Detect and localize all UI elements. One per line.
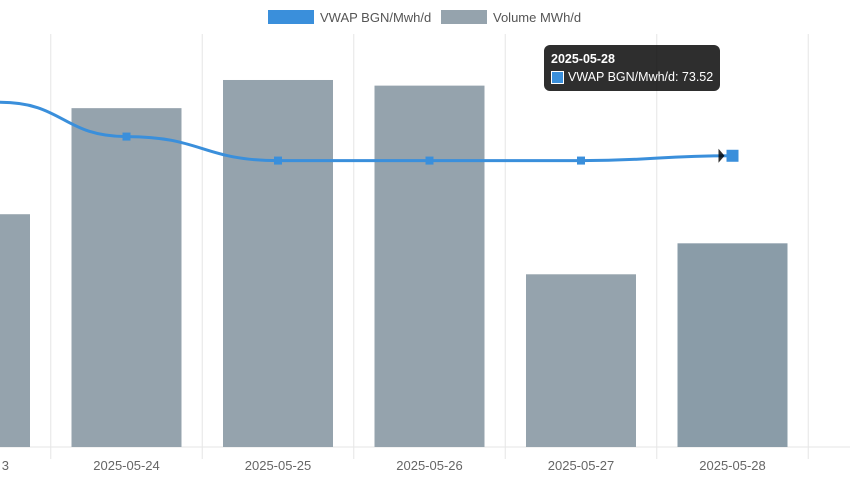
volume-bar-2025-05-24 <box>71 108 182 447</box>
legend-item-vwap[interactable]: VWAP BGN/Mwh/d <box>268 8 431 26</box>
x-tick-label: 2025-05-24 <box>93 458 160 473</box>
chart-legend: VWAP BGN/Mwh/d Volume MWh/d <box>0 8 850 26</box>
x-tick-label: 2025-05-25 <box>245 458 312 473</box>
volume-bar-2025-05-25 <box>223 79 333 448</box>
legend-label-volume: Volume MWh/d <box>493 9 582 25</box>
x-tick-label: 2025-05-26 <box>396 458 463 473</box>
volume-bar-2025-05-26 <box>374 85 485 447</box>
chart-tooltip: 2025-05-28 VWAP BGN/Mwh/d: 73.52 <box>544 45 721 91</box>
legend-swatch-vwap <box>268 10 314 24</box>
vwap-point-2025-05-28 <box>726 149 739 162</box>
vwap-point-2025-05-25 <box>274 156 282 165</box>
tooltip-value: VWAP BGN/Mwh/d: 73.52 <box>568 70 714 84</box>
tooltip-row: VWAP BGN/Mwh/d: 73.52 <box>551 68 713 86</box>
x-tick-label: 3 <box>2 458 9 473</box>
legend-label-vwap: VWAP BGN/Mwh/d <box>320 9 432 25</box>
vwap-point-2025-05-24 <box>122 132 131 141</box>
tooltip-title: 2025-05-28 <box>551 52 615 66</box>
tooltip-swatch <box>551 70 564 84</box>
legend-item-volume[interactable]: Volume MWh/d <box>441 8 581 26</box>
vwap-point-2025-05-27 <box>577 156 585 165</box>
x-tick-label: 2025-05-28 <box>699 458 766 473</box>
vwap-line <box>0 100 733 163</box>
vwap-point-2025-05-26 <box>425 156 434 165</box>
legend-swatch-volume <box>441 10 487 24</box>
volume-bar-2025-05-28 <box>677 243 788 447</box>
tooltip-caret <box>718 148 725 163</box>
x-tick-label: 2025-05-27 <box>548 458 615 473</box>
volume-bar-2025-05-23 <box>0 214 30 447</box>
volume-bar-2025-05-27 <box>526 274 636 447</box>
